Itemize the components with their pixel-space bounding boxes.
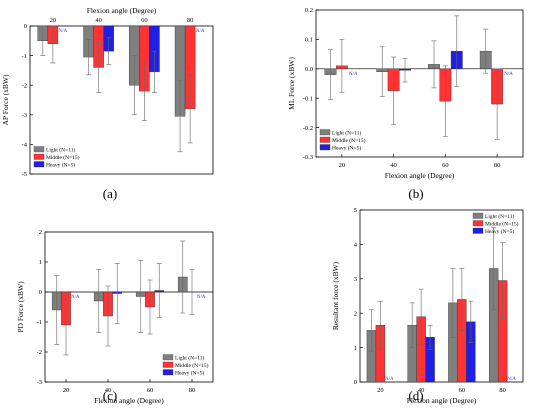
legend: Light (N=11)Middle (N=15)Heavy (N=5) xyxy=(472,212,519,235)
legend: Light (N=11)Middle (N=15)Heavy (N=5) xyxy=(162,354,209,376)
y-tick-label: -2 xyxy=(22,82,27,89)
legend-swatch-heavy xyxy=(319,144,331,151)
legend-label-middle: Middle (N=15) xyxy=(46,154,80,161)
y-tick-label: 1 xyxy=(39,259,42,266)
panel-label: (a) xyxy=(103,186,117,201)
x-tick-label: 20 xyxy=(339,162,346,169)
x-tick-label: 20 xyxy=(63,387,70,394)
legend-label-heavy: Heavy (N=5) xyxy=(175,369,204,376)
y-tick-label: -0.2 xyxy=(303,125,313,132)
panel-label: (b) xyxy=(408,186,423,201)
legend-label-middle: Middle (N=15) xyxy=(332,137,366,144)
chart-panel-2: -0.3 -0.2 -0.1 0.0 0.1 0.2 20 40 60 80 Flexion ang… xyxy=(287,7,524,201)
plot-frame xyxy=(29,25,214,175)
x-tick-label: 80 xyxy=(494,162,501,169)
legend-label-middle: Middle (N=15) xyxy=(175,362,209,369)
legend-label-light: Light (N=11) xyxy=(485,213,514,220)
y-tick-label: 0 xyxy=(24,23,27,30)
y-tick-label: -1 xyxy=(22,53,27,60)
plot-frame xyxy=(315,9,524,158)
y-tick-label: 1 xyxy=(354,345,357,352)
panel-label: (c) xyxy=(103,388,117,403)
legend-label-heavy: Heavy (N=5) xyxy=(46,161,75,168)
x-tick-label: 80 xyxy=(187,17,194,24)
y-tick-label: 0 xyxy=(354,379,357,386)
na-label: N/A xyxy=(71,295,80,300)
x-tick-label: 80 xyxy=(189,387,196,394)
legend-label-heavy: Heavy (N=5) xyxy=(332,144,361,151)
na-label: N/A xyxy=(59,29,68,34)
y-tick-label: -4 xyxy=(22,142,28,149)
x-tick-label: 20 xyxy=(50,17,57,24)
x-axis-title: Flexion angle (Degree) xyxy=(407,396,477,405)
legend-swatch-heavy xyxy=(472,227,484,234)
y-tick-label: -0.3 xyxy=(303,154,313,161)
x-axis-title: Flexion angle (Degree) xyxy=(385,171,455,180)
y-tick-label: -1 xyxy=(37,319,42,326)
na-label: N/A xyxy=(504,72,513,77)
legend-swatch-light xyxy=(162,354,174,361)
y-tick-label: 2 xyxy=(354,310,357,317)
y-tick-label: 0.1 xyxy=(305,37,313,44)
legend-label-light: Light (N=11) xyxy=(46,146,75,153)
y-tick-label: -5 xyxy=(22,171,27,178)
legend-swatch-heavy xyxy=(162,369,174,376)
x-tick-label: 40 xyxy=(390,162,397,169)
chart-panel-4: 0 1 2 3 4 5 20 40 60 80 Flexion angle (Degree) Resu… xyxy=(331,207,524,405)
y-tick-label: -3 xyxy=(22,112,27,119)
y-tick-label: 0.2 xyxy=(305,7,313,14)
y-tick-label: -0.1 xyxy=(303,95,313,102)
plot-frame xyxy=(359,209,524,383)
plot-frame xyxy=(44,231,214,383)
legend-swatch-light xyxy=(319,129,331,136)
x-tick-label: 40 xyxy=(105,387,112,394)
na-label: N/A xyxy=(196,29,205,34)
x-axis-title: Flexion angle (Degree) xyxy=(87,6,157,15)
x-axis-title: Flexion angle (Degree) xyxy=(94,396,164,405)
y-tick-label: 0.0 xyxy=(305,66,313,73)
y-tick-label: -3 xyxy=(37,379,42,386)
chart-panel-3: -3 -2 -1 0 1 2 20 40 60 80 Flexion angle (Degree) P… xyxy=(16,229,214,405)
legend-swatch-middle xyxy=(162,361,174,368)
y-axis-title: AP Force (xBW) xyxy=(1,74,10,125)
na-label: N/A xyxy=(197,295,206,300)
legend-label-heavy: Heavy (N=5) xyxy=(485,228,514,235)
x-tick-label: 20 xyxy=(377,387,384,394)
y-tick-label: 4 xyxy=(354,242,358,249)
x-tick-label: 60 xyxy=(442,162,449,169)
y-axis-title: PD Force (xBW) xyxy=(16,281,25,333)
na-label: N/A xyxy=(507,377,516,382)
x-tick-label: 60 xyxy=(141,17,148,24)
na-label: N/A xyxy=(349,72,358,77)
y-axis-title: Resultant force (xBW) xyxy=(331,261,340,330)
legend: Light (N=11)Middle (N=15)Heavy (N=5) xyxy=(319,129,366,151)
na-label: N/A xyxy=(385,377,394,382)
legend-swatch-middle xyxy=(319,136,331,143)
y-axis-title: ML Force (xBW) xyxy=(287,57,296,110)
y-tick-label: 0 xyxy=(39,289,42,296)
x-tick-label: 60 xyxy=(459,387,466,394)
x-tick-label: 60 xyxy=(147,387,154,394)
legend-label-middle: Middle (N=15) xyxy=(485,220,519,227)
chart-panel-1: -5 -4 -3 -2 -1 0 20 40 60 80 Flexion angle (Degree… xyxy=(1,6,214,201)
x-tick-label: 40 xyxy=(95,17,102,24)
panel-label: (d) xyxy=(408,388,423,403)
y-tick-label: 2 xyxy=(39,229,42,236)
x-tick-label: 40 xyxy=(418,387,425,394)
legend: Light (N=11)Middle (N=15)Heavy (N=5) xyxy=(33,146,80,168)
legend-swatch-heavy xyxy=(33,161,45,168)
legend-swatch-light xyxy=(472,212,484,219)
legend-label-light: Light (N=11) xyxy=(332,129,361,136)
legend-label-light: Light (N=11) xyxy=(175,354,204,361)
y-tick-label: -2 xyxy=(37,349,42,356)
legend-swatch-middle xyxy=(472,220,484,227)
y-tick-label: 5 xyxy=(354,207,357,214)
legend-swatch-middle xyxy=(33,153,45,160)
x-tick-label: 80 xyxy=(499,387,506,394)
y-tick-label: 3 xyxy=(354,276,357,283)
legend-swatch-light xyxy=(33,146,45,153)
